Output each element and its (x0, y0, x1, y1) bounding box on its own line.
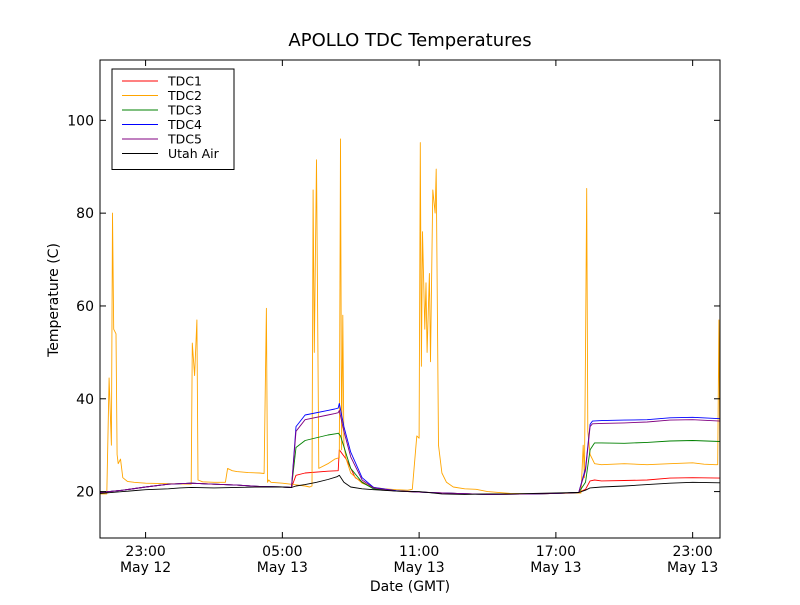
legend-label: TDC1 (167, 74, 202, 89)
x-tick-label-date: May 12 (120, 560, 171, 576)
legend-box (111, 68, 235, 170)
y-tick-label: 60 (76, 299, 94, 315)
series-line-tdc5 (100, 409, 720, 495)
x-tick-label-date: May 13 (394, 560, 445, 576)
legend-label: TDC3 (167, 103, 202, 118)
y-tick-label: 100 (67, 113, 94, 129)
x-tick-label-date: May 13 (667, 560, 718, 576)
x-tick-label-time: 23:00 (672, 544, 712, 560)
series-line-utah-air (100, 474, 720, 495)
legend-label: TDC2 (167, 88, 202, 103)
y-axis-label: Temperature (C) (46, 243, 62, 358)
legend-label: TDC4 (167, 117, 202, 132)
legend-label: Utah Air (168, 146, 220, 161)
x-tick-label-date: May 13 (257, 560, 308, 576)
x-axis-label: Date (GMT) (370, 579, 450, 595)
x-tick-label-date: May 13 (530, 560, 581, 576)
series-layer (100, 138, 720, 495)
x-tick-label-time: 05:00 (262, 544, 302, 560)
x-tick-label-time: 23:00 (125, 544, 165, 560)
legend-label: TDC5 (167, 132, 202, 147)
chart-title: APOLLO TDC Temperatures (288, 30, 531, 51)
y-tick-label: 40 (76, 392, 94, 408)
plot-area-frame (99, 59, 721, 539)
x-tick-label-time: 11:00 (399, 544, 439, 560)
series-line-tdc2 (100, 138, 720, 495)
x-tick-label-time: 17:00 (536, 544, 576, 560)
y-tick-label: 80 (76, 206, 94, 222)
y-tick-label: 20 (76, 485, 94, 501)
